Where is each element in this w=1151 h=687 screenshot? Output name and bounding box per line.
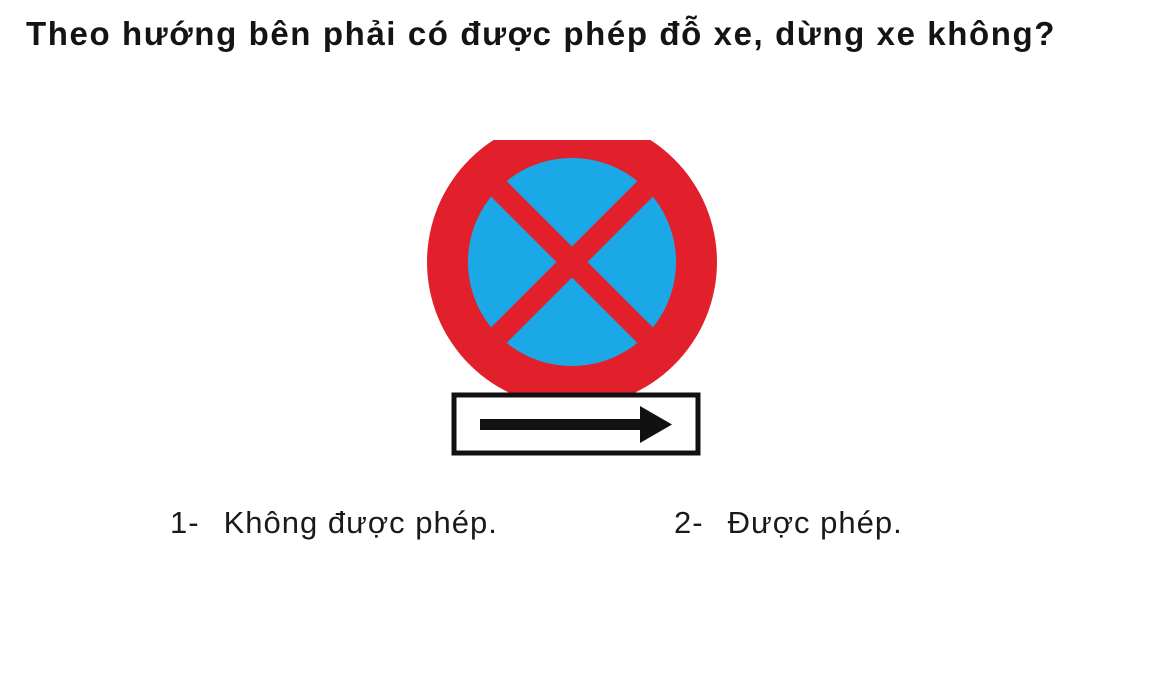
no-stopping-sign-icon [427, 140, 717, 456]
right-arrow-icon [480, 406, 672, 443]
question-text: Theo hướng bên phải có được phép đỗ xe, … [26, 15, 1057, 52]
sign-cross [472, 162, 672, 362]
answer-number: 1- [170, 505, 200, 540]
answer-option-1[interactable]: 1- Không được phép. [170, 505, 498, 541]
answer-label: Được phép. [727, 505, 903, 540]
answer-number: 2- [674, 505, 704, 540]
answer-options: 1- Không được phép. 2- Được phép. [0, 505, 1151, 555]
answer-label: Không được phép. [223, 505, 498, 540]
traffic-sign [410, 140, 730, 470]
answer-option-2[interactable]: 2- Được phép. [674, 505, 903, 541]
